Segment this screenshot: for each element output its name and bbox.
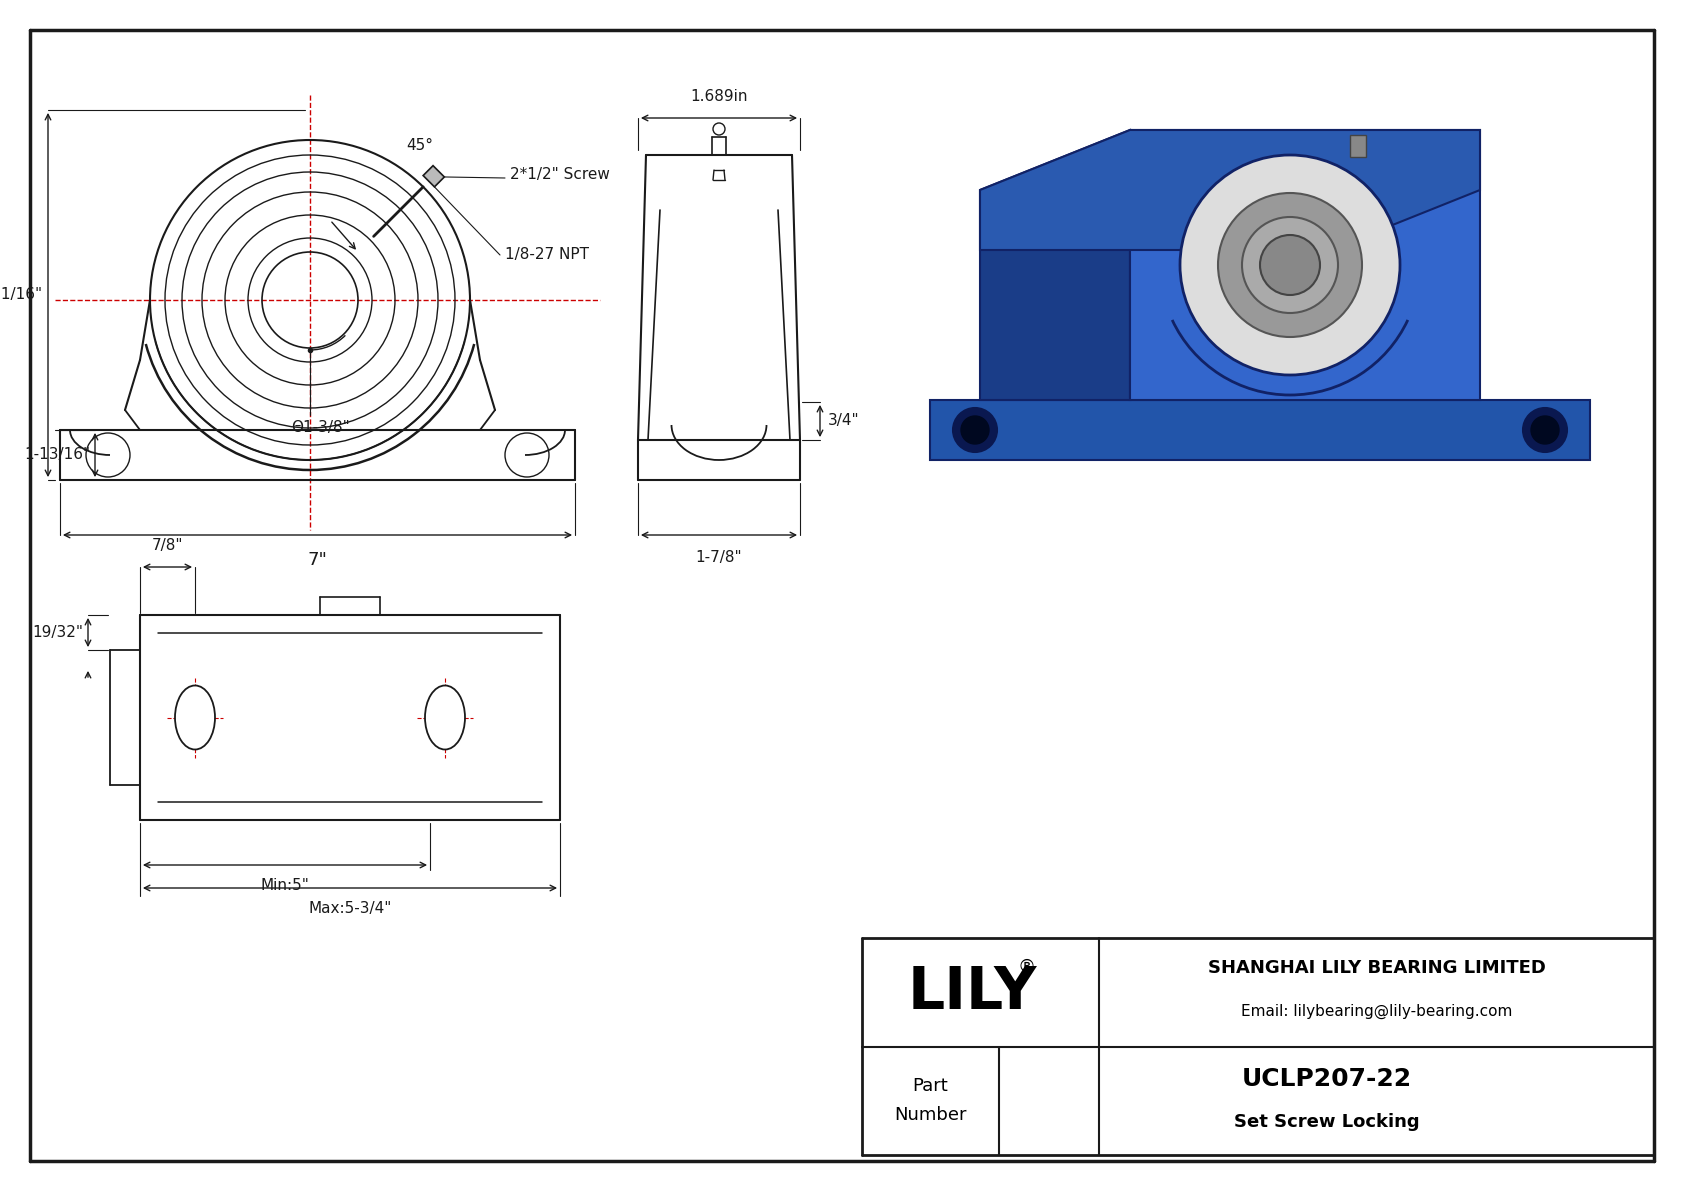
Text: 45°: 45° [406,137,433,152]
Text: 3-11/16": 3-11/16" [0,287,44,303]
Text: Part
Number: Part Number [894,1077,967,1124]
Text: Θ1-3/8": Θ1-3/8" [291,420,349,435]
Circle shape [1522,409,1568,453]
Text: Min:5": Min:5" [261,878,310,893]
Ellipse shape [175,686,216,749]
Text: 1-7/8": 1-7/8" [695,550,743,565]
Text: 19/32": 19/32" [32,625,83,640]
Polygon shape [980,130,1130,400]
Text: 3/4": 3/4" [829,413,859,429]
Text: 1.689in: 1.689in [690,89,748,104]
Text: 2*1/2" Screw: 2*1/2" Screw [510,168,610,182]
Text: LILY: LILY [908,964,1037,1021]
Text: 7/8": 7/8" [152,538,184,553]
Text: Email: lilybearing@lily-bearing.com: Email: lilybearing@lily-bearing.com [1241,1004,1512,1019]
Circle shape [1531,416,1559,444]
Text: 1-13/16": 1-13/16" [24,448,89,462]
Circle shape [1260,235,1320,295]
Circle shape [1180,155,1399,375]
Polygon shape [1351,135,1366,157]
Text: Max:5-3/4": Max:5-3/4" [308,902,392,916]
Text: SHANGHAI LILY BEARING LIMITED: SHANGHAI LILY BEARING LIMITED [1207,960,1546,978]
Text: 1/8-27 NPT: 1/8-27 NPT [505,248,589,262]
Circle shape [1243,217,1339,313]
Polygon shape [423,166,445,187]
Text: 7": 7" [308,551,327,569]
Circle shape [962,416,989,444]
Circle shape [1218,193,1362,337]
Text: UCLP207-22: UCLP207-22 [1241,1067,1411,1091]
Text: Set Screw Locking: Set Screw Locking [1234,1114,1420,1131]
Polygon shape [930,400,1590,460]
Ellipse shape [424,686,465,749]
Polygon shape [1130,130,1480,400]
Polygon shape [980,130,1480,250]
Text: ®: ® [1017,958,1036,975]
Circle shape [953,409,997,453]
